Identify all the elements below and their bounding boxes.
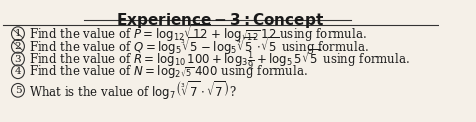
Text: $\mathbf{Experience - 3: Concept}$: $\mathbf{Experience - 3: Concept}$ — [117, 11, 325, 30]
Text: 2: 2 — [15, 42, 21, 51]
Text: 4: 4 — [15, 67, 21, 76]
Text: Find the value of $N = \log_{2\sqrt{5}} 400$ using formula.: Find the value of $N = \log_{2\sqrt{5}} … — [29, 63, 308, 80]
Text: Find the value of $Q = \log_5\!\sqrt[3]{5} - \log_5\!\sqrt[4]{5}\cdot\!\sqrt{5}$: Find the value of $Q = \log_5\!\sqrt[3]{… — [29, 36, 368, 57]
Text: 1: 1 — [15, 29, 21, 38]
Text: What is the value of $\log_7\!\left(\sqrt[3]{7}\cdot\sqrt{7}\right)$?: What is the value of $\log_7\!\left(\sqr… — [29, 79, 237, 101]
Text: Find the value of $P = \log_{12}\!\sqrt{12} + \log_{\sqrt{12}} 12$ using formula: Find the value of $P = \log_{12}\!\sqrt{… — [29, 23, 367, 45]
Text: 3: 3 — [15, 55, 21, 64]
Text: Find the value of $R = \log_{10} 100 + \log_3 \!\frac{1}{9} + \log_5 5\sqrt{5}$ : Find the value of $R = \log_{10} 100 + \… — [29, 47, 410, 71]
Text: 5: 5 — [15, 86, 21, 95]
